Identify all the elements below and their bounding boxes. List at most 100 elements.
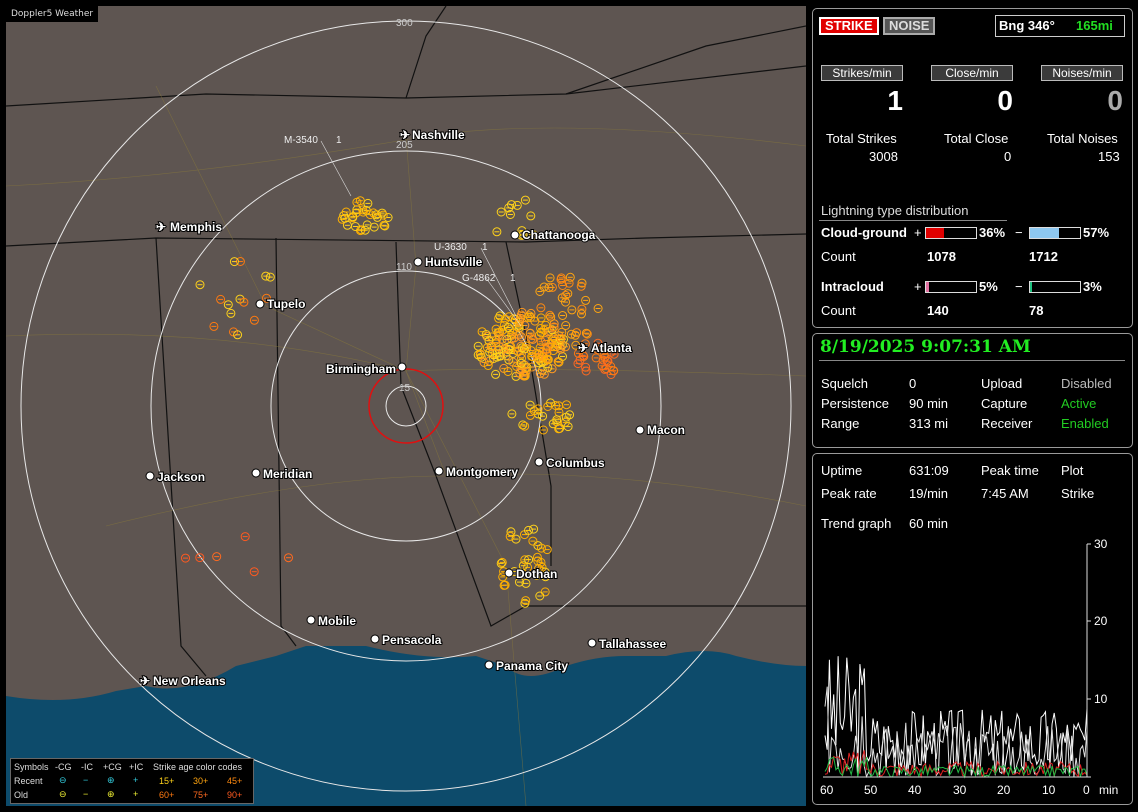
strike-marker <box>561 321 571 330</box>
legend-recent-neg-ic-icon: − <box>83 775 89 785</box>
city-birmingham[interactable]: Birmingham <box>325 361 407 377</box>
city-chattanooga[interactable]: Chattanooga <box>510 227 597 243</box>
strike-marker <box>505 531 515 541</box>
strike-marker <box>539 369 549 379</box>
bearing-label: Bng 346° <box>999 18 1055 33</box>
noise-mode-button[interactable]: NOISE <box>883 17 936 35</box>
strike-marker <box>593 304 603 313</box>
strike-marker <box>538 411 548 421</box>
persistence-value[interactable]: 90 min <box>909 396 949 411</box>
strike-marker <box>517 332 526 342</box>
lightning-map[interactable]: 300 205 110 15 M-3540 1 U-3630 1 G-4862 … <box>6 6 806 806</box>
x-tick-label-0: 0 <box>1083 783 1090 797</box>
range-value[interactable]: 313 mi <box>909 416 949 431</box>
strike-marker <box>484 336 494 346</box>
strike-marker <box>506 527 516 537</box>
city-tupelo[interactable]: Tupelo <box>255 296 306 312</box>
strike-marker <box>223 300 233 310</box>
legend-old-neg-cg-icon: ⊖ <box>59 789 67 799</box>
ic-minus-percent: 3% <box>1083 279 1102 294</box>
persistence-label: Persistence <box>821 396 889 411</box>
cg-minus-sign: − <box>1015 225 1023 240</box>
trend-graph-value[interactable]: 60 min <box>909 516 949 531</box>
strike-marker <box>501 351 511 361</box>
city-mobile[interactable]: Mobile <box>306 613 357 629</box>
strike-marker <box>536 337 546 347</box>
ring-label-300: 300 <box>396 18 413 29</box>
strike-marker <box>525 328 535 338</box>
strikes-per-min-header[interactable]: Strikes/min <box>821 65 903 81</box>
capture-status[interactable]: Active <box>1061 396 1097 411</box>
legend-col-pos-cg: +CG <box>103 762 122 772</box>
y-tick-label-10: 10 <box>1094 692 1108 706</box>
city-meridian[interactable]: Meridian <box>251 466 313 482</box>
inner-ring <box>385 385 427 427</box>
strike-marker <box>538 425 548 435</box>
city-atlanta[interactable]: ✈ Atlanta <box>577 340 633 356</box>
city-new-orleans[interactable]: ✈ New Orleans <box>139 673 227 689</box>
squelch-value[interactable]: 0 <box>909 376 917 391</box>
city-macon[interactable]: Macon <box>635 422 686 438</box>
city-panama-city[interactable]: Panama City <box>484 658 569 674</box>
total-noises-label: Total Noises <box>1047 131 1118 146</box>
receiver-status[interactable]: Enabled <box>1061 416 1109 431</box>
legend-age-60: 60+ <box>159 790 175 800</box>
city-jackson[interactable]: Jackson <box>145 469 206 485</box>
clock-datetime: 8/19/2025 9:07:31 AM <box>820 337 1031 357</box>
noises-per-min-header[interactable]: Noises/min <box>1041 65 1123 81</box>
city-dothan[interactable]: Dothan <box>504 566 558 582</box>
x-tick-label-20: 20 <box>997 783 1011 797</box>
strike-marker <box>561 297 570 307</box>
legend-age-90: 90+ <box>227 790 243 800</box>
strike-marker <box>541 336 551 345</box>
status-panel: 8/19/2025 9:07:31 AM Squelch 0 Upload Di… <box>812 333 1133 448</box>
strike-marker <box>581 295 591 305</box>
strike-marker <box>600 364 610 374</box>
strike-marker <box>564 278 574 288</box>
strike-marker <box>195 553 205 563</box>
squelch-label: Squelch <box>821 376 868 391</box>
plot-value[interactable]: Strike <box>1061 486 1095 501</box>
city-huntsville[interactable]: Huntsville <box>413 254 484 270</box>
x-tick-label-30: 30 <box>953 783 967 797</box>
city-columbus[interactable]: Columbus <box>534 455 606 471</box>
strike-marker <box>368 208 378 218</box>
city-memphis[interactable]: ✈ Memphis <box>155 219 223 235</box>
strike-marker <box>358 207 368 217</box>
strike-marker <box>526 334 536 344</box>
noises-per-min-value: 0 <box>1107 85 1123 116</box>
upload-status[interactable]: Disabled <box>1061 376 1112 391</box>
close-per-min-header[interactable]: Close/min <box>931 65 1013 81</box>
station-u3630-count: 1 <box>482 242 488 253</box>
distribution-title: Lightning type distribution <box>821 203 969 218</box>
strike-marker <box>500 343 510 353</box>
strike-marker <box>561 412 571 422</box>
legend-recent-pos-ic-icon: + <box>133 775 139 785</box>
city-nashville[interactable]: ✈ Nashville <box>399 127 466 143</box>
strike-marker <box>570 330 580 340</box>
trend-line <box>824 756 1088 779</box>
strike-marker <box>561 290 571 300</box>
strike-mode-button[interactable]: STRIKE <box>819 17 879 35</box>
strike-marker <box>519 344 529 354</box>
strike-marker <box>567 305 577 315</box>
strike-marker <box>495 311 505 321</box>
strike-marker <box>527 352 537 361</box>
svg-text:Tallahassee: Tallahassee <box>599 637 666 651</box>
legend-old-neg-ic-icon: − <box>83 789 89 799</box>
strike-marker <box>481 330 491 339</box>
strike-marker <box>284 553 293 563</box>
strike-marker <box>593 338 603 348</box>
strike-marker <box>524 311 534 321</box>
strike-marker <box>533 353 543 363</box>
city-tallahassee[interactable]: Tallahassee <box>587 636 667 652</box>
strike-marker <box>524 555 534 565</box>
city-pensacola[interactable]: Pensacola <box>370 632 443 648</box>
strike-marker <box>526 211 536 221</box>
strike-marker <box>609 366 618 376</box>
city-montgomery[interactable]: Montgomery <box>434 464 519 480</box>
strike-marker <box>606 361 616 371</box>
strike-marker <box>528 334 538 344</box>
strike-marker <box>525 400 535 410</box>
strike-marker <box>491 324 501 334</box>
